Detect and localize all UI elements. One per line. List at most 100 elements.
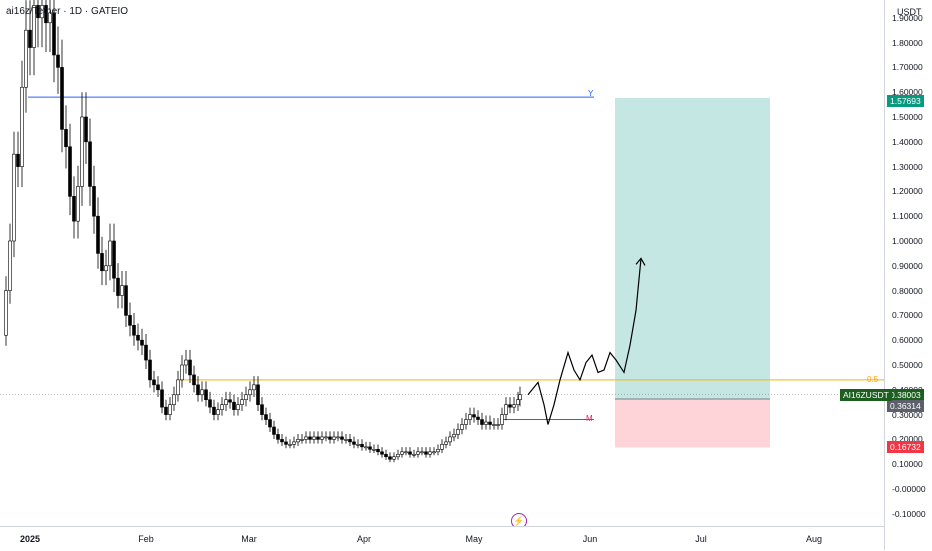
candle-body [60,67,64,130]
candle-body [164,406,168,415]
candle-body [452,434,456,438]
candle-body [320,436,324,440]
arrow-head-icon [635,257,646,266]
target-price-tag: 1.57693 [887,95,924,107]
time-tick-label: Feb [138,534,154,544]
price-tick-label: 0.50000 [892,360,923,370]
candle-body [176,379,180,396]
candle-body [24,29,28,88]
candle-body [192,374,196,386]
candle-body [184,359,188,366]
candle-body [20,86,24,167]
candle-body [84,116,88,143]
symbol-price-tag: AI16ZUSDT [840,389,892,401]
symbol-title[interactable]: ai16z/Tether · 1D · GATEIO [6,6,129,17]
time-axis[interactable]: 2025 Feb Mar Apr May Jun Jul Aug [0,526,884,551]
candle-body [236,404,240,410]
candle-body [36,5,40,19]
candle-body [296,439,300,443]
projection-path[interactable] [527,258,642,425]
candle-body [444,441,448,445]
candle-body [308,436,312,440]
price-tick-label: 0.70000 [892,310,923,321]
candle-body [248,389,252,396]
candle-body [8,240,12,291]
candle-body [384,453,388,458]
candle-body [340,436,344,440]
time-tick-label: May [465,534,483,544]
chart-area[interactable]: ai16z/Tether · 1D · GATEIO Y 0.5 M ⚡ [0,0,884,526]
candle-body [48,12,52,24]
candle-body [56,54,60,68]
candle-body [80,116,84,187]
candle-body [360,444,364,448]
candle-body [204,389,208,401]
candle-body [144,344,148,361]
candle-body [292,441,296,445]
candle-body [512,404,516,408]
candle-body [224,399,228,405]
candle-body [120,285,124,296]
candle-body [304,436,308,440]
candle-body [464,419,468,425]
price-tick-label: 0.10000 [892,459,923,470]
lightning-icon[interactable]: ⚡ [511,513,527,526]
time-tick-label: Jul [695,534,707,544]
candle-body [404,451,408,454]
candle-body [100,253,104,272]
candle-body [488,421,492,425]
candle-body [112,240,116,279]
price-tick-label: 1.00000 [892,236,923,246]
candle-body [460,424,464,430]
candle-body [188,359,192,376]
candle-body [44,5,48,24]
candle-body [484,421,488,425]
price-axis[interactable]: USDT 1.90000 1.80000 1.70000 1.60000 1.50000… [884,0,932,550]
candle-body [518,394,522,401]
candle-body [424,451,428,455]
price-tick-label: 0.80000 [892,285,923,296]
candle-body [332,436,336,440]
time-tick-label: Apr [356,534,372,544]
time-tick-label: 2025 [19,534,41,544]
candle-body [260,404,264,415]
candle-body [472,414,476,418]
candle-body [240,399,244,405]
candle-body [52,12,56,56]
stop-price-tag: 0.16732 [887,441,924,453]
price-tick-label: 0.90000 [892,260,923,271]
candle-body [220,404,224,410]
candle-body [180,364,184,381]
candle-body [128,315,132,326]
price-plot[interactable] [0,0,884,526]
candle-body [96,215,100,254]
symbol-tag-name: AI16ZUSDT [843,390,889,400]
price-tick-label: 1.60000 [892,87,923,98]
last-price-tag: 0.38003 [887,389,924,401]
candle-body [40,5,44,19]
candle-body [264,414,268,420]
candle-body [256,384,260,405]
price-tick-label: 0.30000 [892,409,923,420]
time-tick-label: Aug [805,534,823,544]
candle-body [380,451,384,455]
candle-body [516,399,520,405]
price-tick-label: 1.70000 [892,62,923,73]
profit-zone [615,97,770,399]
price-tick-label: 1.80000 [892,37,923,48]
price-tick-label: 0.60000 [892,335,923,346]
candle-body [72,196,76,222]
candle-body [208,399,212,408]
price-tick-label: 1.30000 [892,161,923,172]
time-tick-label: Mar [241,534,257,544]
candle-body [76,186,80,222]
level-label-y: Y [588,89,594,98]
candle-body [344,439,348,441]
candle-body [200,389,204,396]
candle-body [392,456,396,460]
candle-body [136,334,140,341]
candle-body [172,394,176,405]
candle-body [28,29,32,48]
candle-body [356,444,360,446]
candle-body [316,436,320,440]
